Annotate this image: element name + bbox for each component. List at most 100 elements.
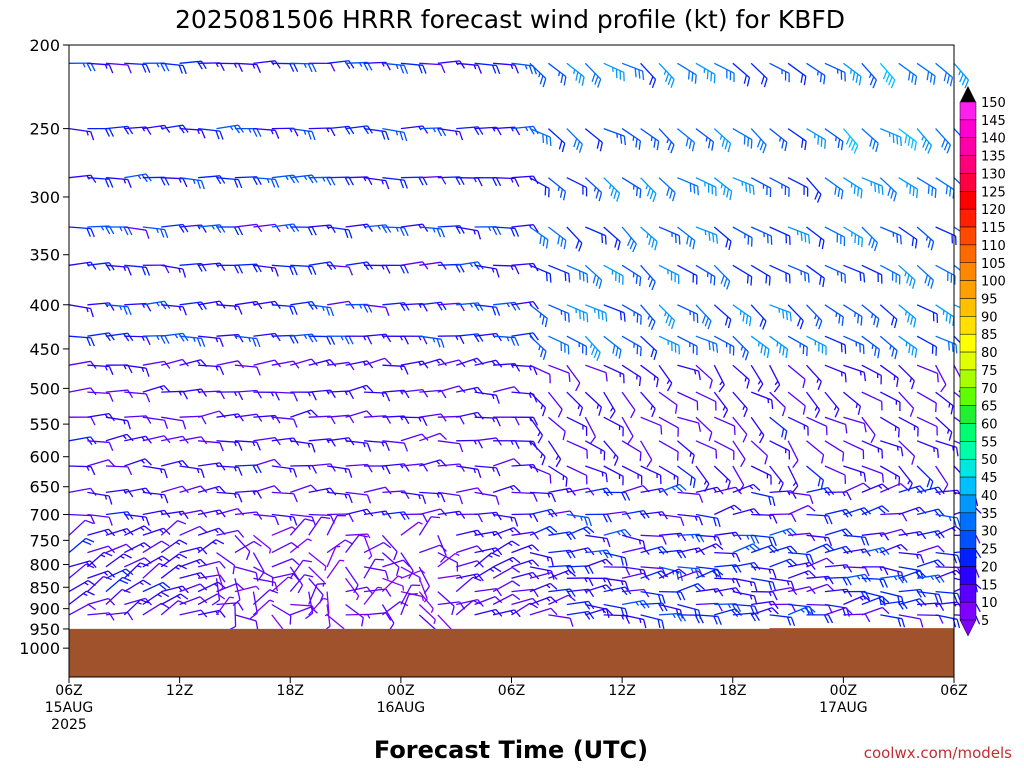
barb-half-feather bbox=[321, 306, 325, 312]
barb-full-feather bbox=[582, 272, 585, 282]
barb-full-feather bbox=[200, 436, 208, 445]
barb-half-feather bbox=[307, 538, 312, 542]
barb-shaft bbox=[216, 507, 238, 516]
wind-barb bbox=[603, 304, 626, 322]
barb-shaft bbox=[68, 563, 87, 579]
wind-barb bbox=[345, 335, 373, 345]
wind-barb bbox=[880, 543, 908, 554]
barb-shaft bbox=[289, 566, 304, 586]
wind-barb bbox=[566, 416, 588, 436]
barb-full-feather bbox=[557, 235, 561, 245]
barb-full-feather bbox=[853, 145, 859, 154]
barb-half-feather bbox=[836, 69, 839, 74]
wind-barb bbox=[400, 261, 429, 270]
barb-full-feather bbox=[532, 125, 539, 135]
wind-barb bbox=[935, 489, 963, 499]
barb-shaft bbox=[234, 578, 241, 600]
barb-shaft bbox=[253, 458, 275, 467]
barb-full-feather bbox=[948, 314, 952, 324]
barb-half-feather bbox=[469, 262, 474, 268]
barb-half-feather bbox=[948, 403, 951, 408]
wind-barb bbox=[695, 364, 713, 389]
barb-full-feather bbox=[348, 229, 353, 239]
barb-full-feather bbox=[975, 549, 982, 559]
barb-full-feather bbox=[402, 559, 411, 568]
barb-full-feather bbox=[648, 278, 654, 288]
barb-full-feather bbox=[770, 235, 773, 245]
barb-shaft bbox=[437, 574, 460, 579]
wind-barb bbox=[566, 526, 595, 536]
wind-barb bbox=[456, 226, 482, 240]
barb-full-feather bbox=[718, 384, 725, 393]
barb-shaft bbox=[161, 358, 183, 366]
barb-shaft bbox=[787, 504, 809, 516]
barb-half-feather bbox=[395, 130, 399, 136]
barb-full-feather bbox=[784, 142, 788, 152]
barb-shaft bbox=[824, 465, 846, 476]
barb-full-feather bbox=[127, 266, 132, 276]
barb-full-feather bbox=[899, 137, 902, 147]
wind-barb bbox=[621, 391, 636, 419]
barb-half-feather bbox=[611, 270, 614, 275]
barb-full-feather bbox=[881, 185, 884, 195]
barb-shaft bbox=[160, 600, 179, 616]
barb-full-feather bbox=[564, 271, 567, 282]
barb-full-feather bbox=[531, 544, 540, 552]
barb-full-feather bbox=[822, 545, 831, 552]
barb-half-feather bbox=[601, 560, 606, 565]
barb-full-feather bbox=[532, 513, 539, 523]
barb-full-feather bbox=[103, 551, 113, 557]
wind-barb bbox=[456, 62, 482, 74]
barb-full-feather bbox=[689, 476, 693, 486]
barb-full-feather bbox=[512, 556, 521, 564]
barb-full-feather bbox=[618, 349, 622, 359]
barb-full-feather bbox=[199, 583, 208, 591]
barb-full-feather bbox=[769, 188, 772, 198]
barb-full-feather bbox=[237, 530, 245, 538]
wind-barb bbox=[898, 416, 919, 437]
barb-shaft bbox=[345, 491, 368, 496]
barb-full-feather bbox=[729, 344, 731, 354]
barb-full-feather bbox=[274, 130, 280, 139]
barb-half-feather bbox=[488, 226, 492, 232]
barb-shaft bbox=[880, 512, 903, 516]
barb-full-feather bbox=[326, 177, 332, 186]
barb-half-feather bbox=[573, 69, 576, 75]
barb-full-feather bbox=[528, 126, 535, 135]
barb-full-feather bbox=[709, 379, 713, 389]
barb-shaft bbox=[456, 545, 478, 554]
barb-full-feather bbox=[750, 139, 753, 149]
barb-half-feather bbox=[473, 229, 476, 235]
barb-full-feather bbox=[127, 612, 134, 621]
barb-half-feather bbox=[324, 566, 327, 571]
barb-full-feather bbox=[796, 317, 802, 327]
wind-barb bbox=[566, 610, 595, 620]
colorbar-tick-label: 130 bbox=[981, 167, 1006, 182]
barb-full-feather bbox=[89, 560, 97, 568]
wind-barb bbox=[566, 128, 583, 153]
barb-full-feather bbox=[477, 469, 482, 479]
barb-half-feather bbox=[289, 516, 292, 521]
barb-half-feather bbox=[689, 342, 691, 348]
barb-full-feather bbox=[273, 485, 282, 493]
barb-shaft bbox=[492, 386, 515, 393]
barb-full-feather bbox=[289, 175, 296, 184]
barb-half-feather bbox=[779, 137, 782, 142]
wind-barb bbox=[842, 128, 859, 154]
wind-barb bbox=[695, 465, 710, 493]
barb-full-feather bbox=[384, 486, 392, 495]
barb-full-feather bbox=[698, 516, 704, 526]
wind-barb bbox=[234, 540, 262, 554]
wind-barb bbox=[327, 361, 355, 371]
barb-half-feather bbox=[363, 335, 367, 341]
barb-shaft bbox=[87, 391, 110, 395]
wind-barb bbox=[382, 559, 411, 568]
barb-full-feather bbox=[495, 307, 501, 316]
barb-full-feather bbox=[707, 183, 710, 193]
barb-full-feather bbox=[311, 443, 316, 453]
barb-half-feather bbox=[340, 335, 344, 341]
barb-half-feather bbox=[720, 183, 723, 189]
barb-full-feather bbox=[127, 420, 131, 430]
barb-full-feather bbox=[927, 277, 932, 287]
